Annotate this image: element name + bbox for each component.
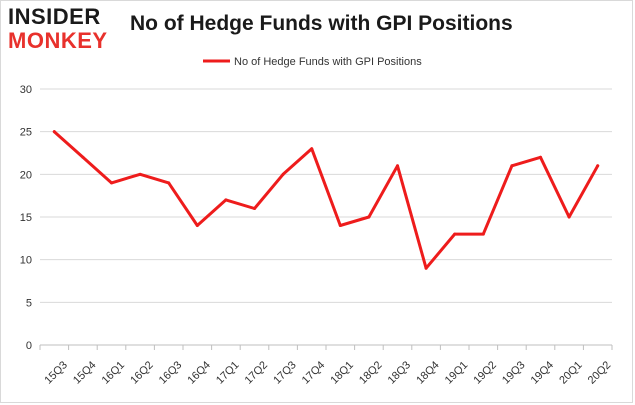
y-tick-label: 25 bbox=[20, 127, 32, 139]
x-tick-label: 19Q2 bbox=[471, 359, 499, 387]
data-point bbox=[253, 206, 256, 210]
x-tick-label: 17Q4 bbox=[300, 359, 328, 387]
chart-title: No of Hedge Funds with GPI Positions bbox=[130, 12, 513, 35]
x-tick-label: 17Q3 bbox=[271, 359, 299, 387]
logo-line-insider: INSIDER bbox=[8, 4, 101, 29]
axes: 0 5 10 15 20 25 30 15Q3 15Q4 16Q1 16Q2 16Q3 16Q4 17Q1… bbox=[20, 84, 614, 387]
data-point bbox=[110, 181, 113, 185]
x-tick-label: 17Q1 bbox=[214, 359, 242, 387]
x-tick-label: 18Q4 bbox=[414, 359, 442, 387]
x-tick-label: 18Q3 bbox=[386, 359, 414, 387]
series-layer bbox=[52, 130, 600, 270]
data-point bbox=[539, 155, 542, 159]
data-point bbox=[567, 215, 571, 219]
data-point bbox=[224, 198, 228, 202]
x-tick-label: 19Q1 bbox=[443, 359, 471, 387]
data-point bbox=[281, 172, 285, 176]
data-point bbox=[510, 164, 514, 168]
x-tick-label: 19Q3 bbox=[500, 359, 528, 387]
data-point bbox=[596, 164, 600, 168]
x-tick-label: 15Q4 bbox=[71, 359, 99, 387]
gridlines bbox=[40, 88, 612, 303]
legend: No of Hedge Funds with GPI Positions bbox=[203, 56, 422, 68]
y-tick-label: 0 bbox=[26, 340, 32, 352]
x-tick-label: 20Q1 bbox=[557, 359, 585, 387]
data-point bbox=[167, 181, 171, 185]
x-tick-label: 16Q4 bbox=[185, 359, 213, 387]
data-point bbox=[367, 215, 371, 219]
y-tick-label: 5 bbox=[26, 297, 32, 309]
y-tick-label: 10 bbox=[20, 255, 32, 267]
x-tick-label: 16Q2 bbox=[128, 359, 156, 387]
x-tick-label: 18Q1 bbox=[328, 359, 356, 387]
x-tick-label: 20Q2 bbox=[586, 359, 614, 387]
data-point bbox=[52, 130, 56, 134]
data-point bbox=[310, 147, 314, 151]
logo-line-monkey: MONKEY bbox=[8, 28, 108, 53]
data-point bbox=[424, 266, 428, 270]
legend-label: No of Hedge Funds with GPI Positions bbox=[234, 56, 422, 68]
insider-monkey-logo: INSIDER MONKEY bbox=[8, 6, 120, 54]
x-tick-label: 16Q3 bbox=[157, 359, 185, 387]
series-line bbox=[52, 130, 600, 270]
data-point bbox=[338, 224, 342, 228]
data-point bbox=[396, 164, 399, 168]
y-tick-label: 20 bbox=[20, 169, 32, 181]
data-point bbox=[81, 155, 85, 159]
x-tick-label: 16Q1 bbox=[100, 359, 128, 387]
x-tick-label: 17Q2 bbox=[243, 359, 271, 387]
data-point bbox=[453, 232, 457, 236]
data-point bbox=[481, 232, 485, 236]
x-tick-label: 15Q3 bbox=[42, 359, 70, 387]
x-tick-label: 19Q4 bbox=[529, 359, 557, 387]
y-tick-label: 15 bbox=[20, 212, 32, 224]
data-point bbox=[138, 172, 142, 176]
y-tick-label: 30 bbox=[20, 84, 32, 96]
data-point bbox=[195, 224, 199, 228]
x-tick-label: 18Q2 bbox=[357, 359, 385, 387]
